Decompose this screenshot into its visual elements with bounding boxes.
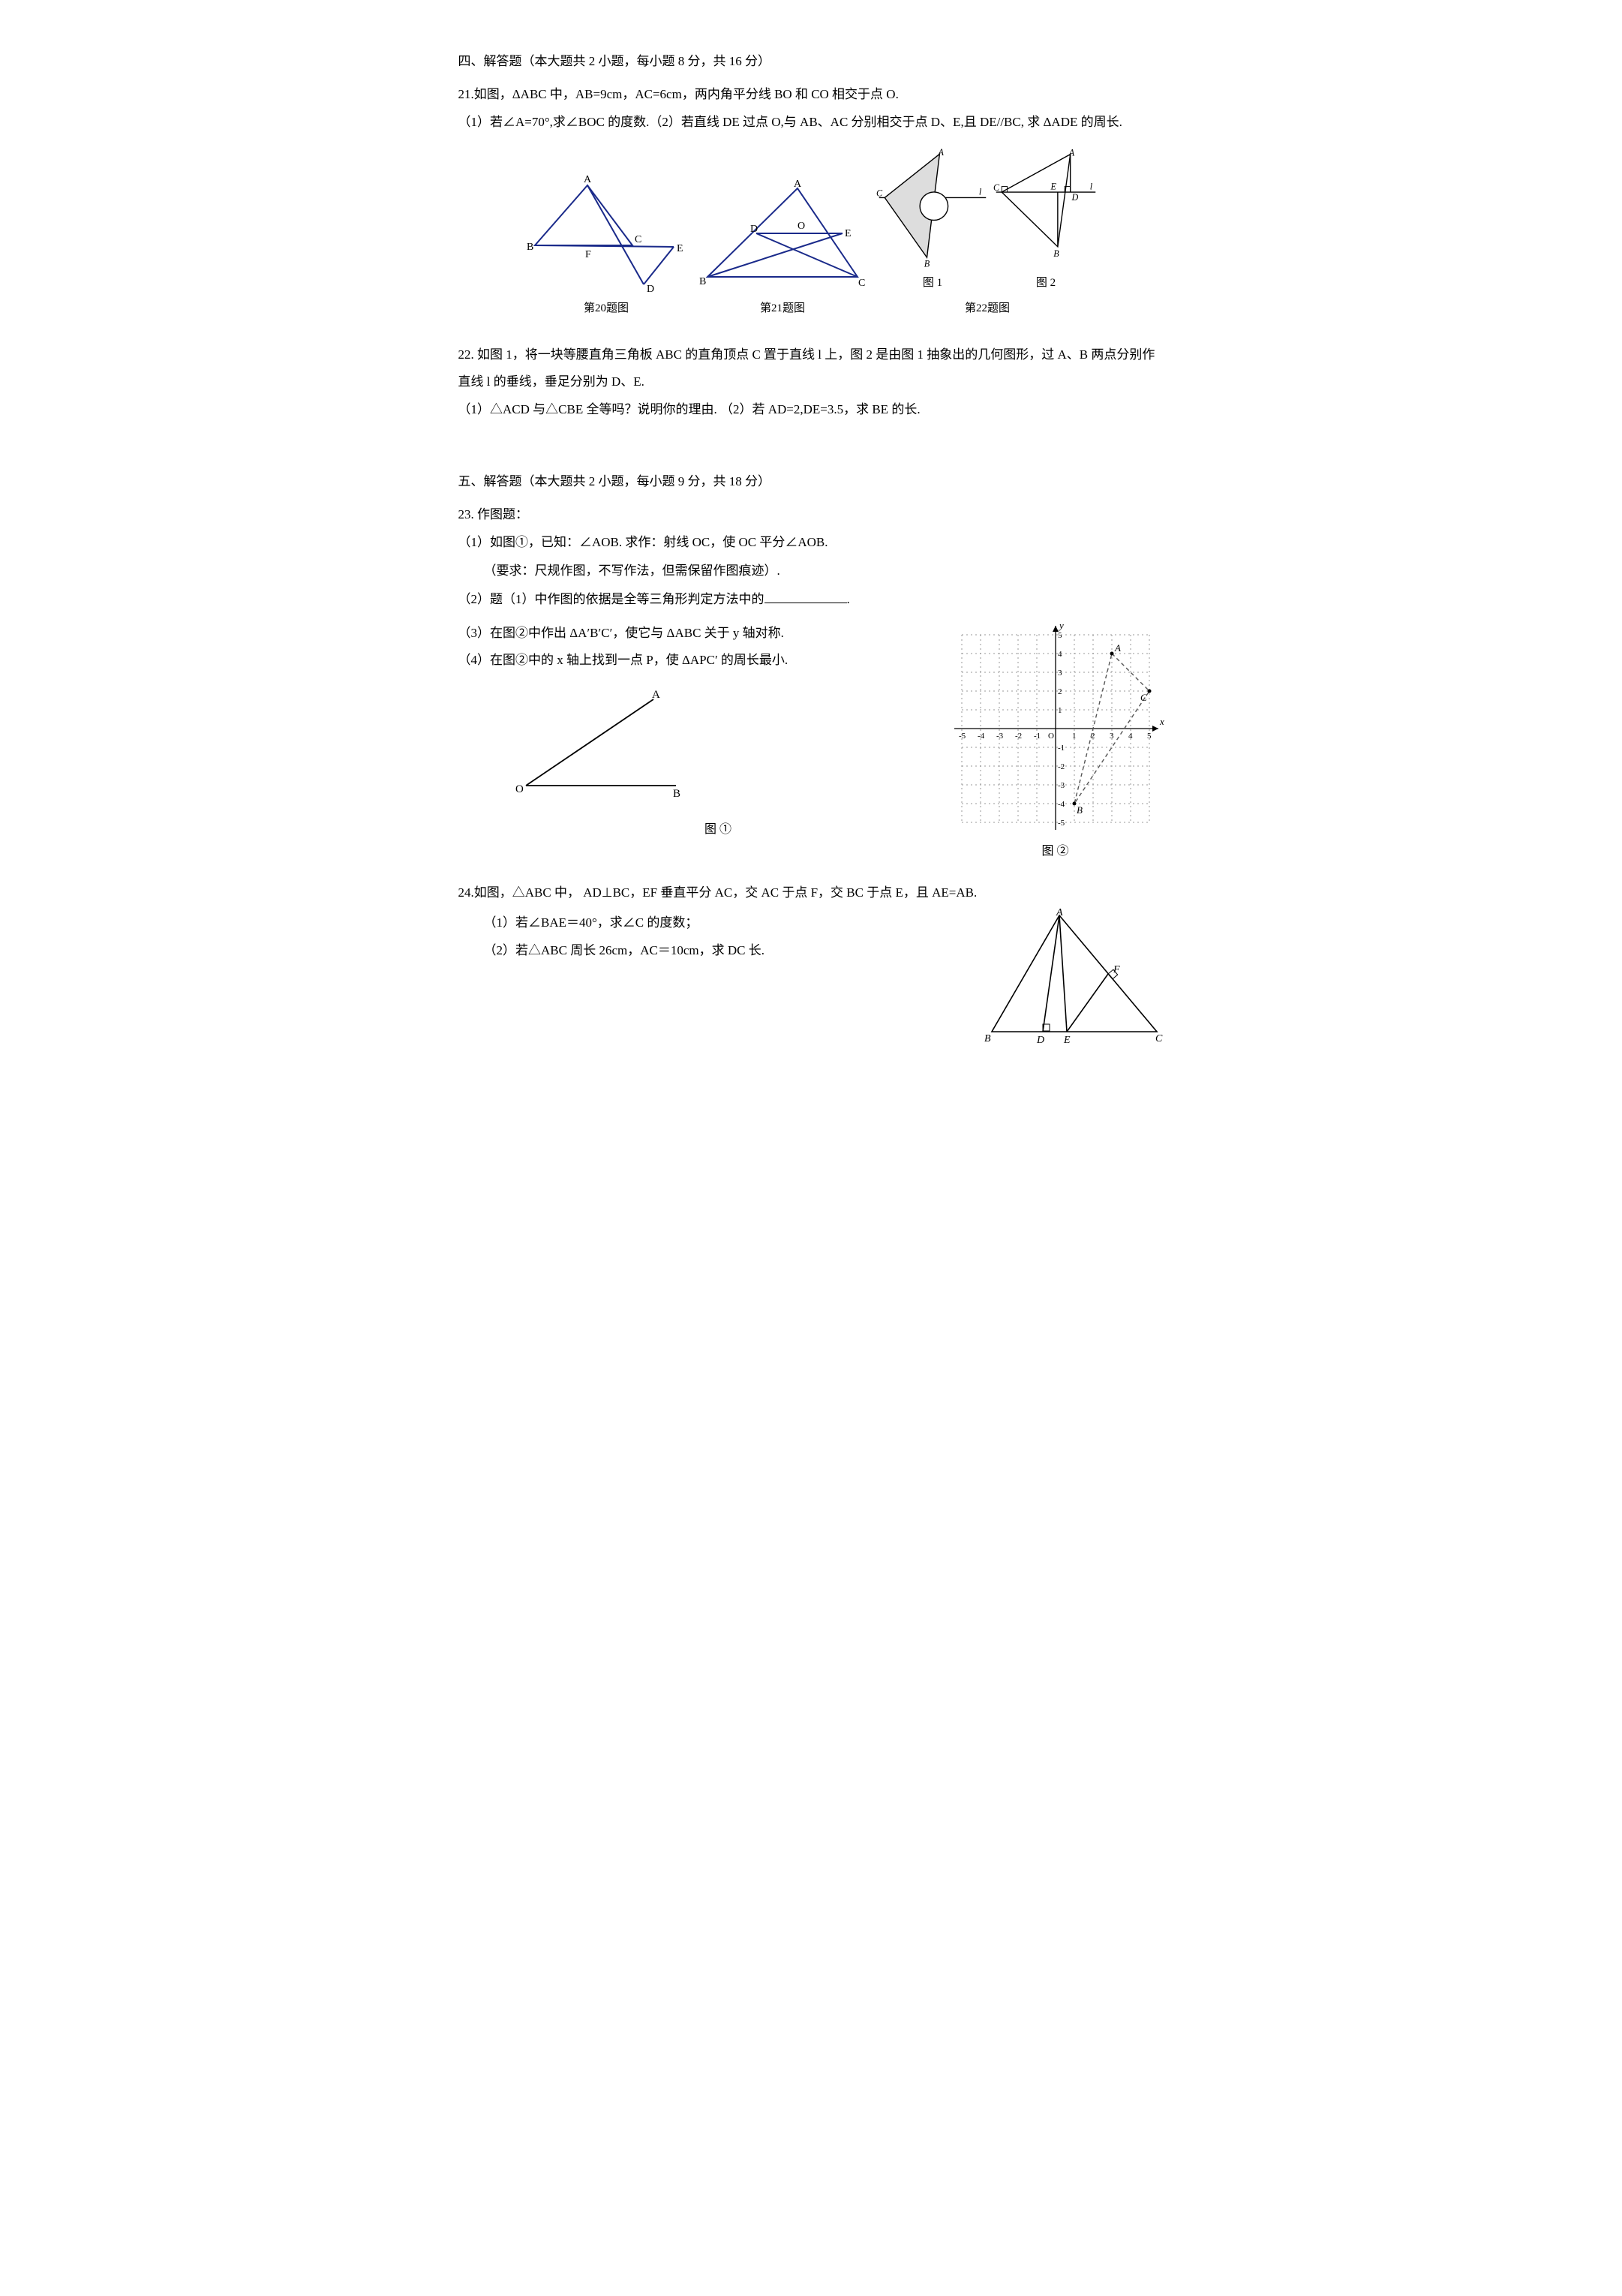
svg-text:F: F <box>1113 964 1120 975</box>
svg-text:A: A <box>652 689 660 701</box>
svg-text:A: A <box>1114 642 1121 654</box>
svg-text:1: 1 <box>1058 706 1062 715</box>
svg-text:l: l <box>1090 181 1093 191</box>
figure-20: A B C E F D 第20题图 <box>524 172 689 321</box>
problem-22: 22. 如图 1，将一块等腰直角三角板 ABC 的直角顶点 C 置于直线 l 上… <box>458 341 1164 423</box>
problem-23-blank <box>764 589 847 603</box>
svg-text:C: C <box>635 234 641 245</box>
svg-text:B: B <box>984 1033 991 1044</box>
section-4-heading: 四、解答题（本大题共 2 小题，每小题 8 分，共 16 分） <box>458 48 1164 75</box>
problem-23-s2-post: . <box>847 592 850 606</box>
figure-20-svg: A B C E F D <box>524 172 689 296</box>
problem-21: 21.如图，ΔABC 中，AB=9cm，AC=6cm，两内角平分线 BO 和 C… <box>458 81 1164 136</box>
svg-text:A: A <box>584 174 592 185</box>
figure-22-pair: l A C B 图 1 l <box>876 146 1098 320</box>
problem-23-s1: （1）如图①，已知：∠AOB. 求作：射线 OC，使 OC 平分∠AOB. <box>458 529 1164 556</box>
svg-text:B: B <box>1077 804 1083 816</box>
svg-text:5: 5 <box>1147 732 1152 741</box>
figure-22b-caption: 图 2 <box>993 272 1098 296</box>
svg-text:C: C <box>858 278 865 289</box>
problem-23-row: （3）在图②中作出 ΔA′B′C′，使它与 ΔABC 关于 y 轴对称. （4）… <box>458 620 1164 864</box>
svg-text:D: D <box>750 224 758 235</box>
svg-text:3: 3 <box>1058 669 1062 678</box>
figure-24-svg: A B C D E F <box>977 908 1164 1047</box>
figure-24: A B C D E F <box>977 908 1164 1047</box>
svg-text:E: E <box>1063 1035 1071 1046</box>
problem-23-s2-pre: （2）题（1）中作图的依据是全等三角形判定方法中的 <box>458 592 764 606</box>
svg-text:A: A <box>794 179 802 190</box>
problem-23-s4: （4）在图②中的 x 轴上找到一点 P，使 ΔAPC′ 的周长最小. <box>458 647 933 674</box>
problem-24-s1: （1）若∠BAE＝40°，求∠C 的度数； <box>458 909 962 936</box>
svg-text:-3: -3 <box>1058 781 1065 790</box>
figure-21-svg: A B C D E O <box>696 179 869 296</box>
svg-text:C: C <box>876 188 883 199</box>
svg-text:F: F <box>585 249 591 260</box>
svg-text:A: A <box>1056 908 1063 918</box>
figure-23b-caption: 图 ② <box>947 839 1164 864</box>
svg-text:D: D <box>647 284 654 295</box>
section-5-heading: 五、解答题（本大题共 2 小题，每小题 9 分，共 18 分） <box>458 468 1164 495</box>
svg-text:-2: -2 <box>1015 732 1022 741</box>
svg-text:l: l <box>979 187 982 197</box>
svg-text:5: 5 <box>1058 631 1062 640</box>
svg-text:C: C <box>993 182 1000 193</box>
svg-text:B: B <box>924 258 930 269</box>
svg-text:B: B <box>673 788 680 800</box>
svg-text:E: E <box>1050 181 1057 191</box>
figure-23b-grid-svg: x y -5-4-3 -2-1 O 123 45 543 21 -1-2-3 -… <box>947 620 1164 837</box>
svg-text:-1: -1 <box>1058 744 1065 753</box>
problem-23-title: 23. 作图题： <box>458 501 1164 528</box>
svg-text:D: D <box>1071 192 1079 203</box>
problem-24-stem: 24.如图，△ABC 中， AD⊥BC，EF 垂直平分 AC，交 AC 于点 F… <box>458 879 1164 906</box>
svg-text:-5: -5 <box>959 732 966 741</box>
figure-22-caption: 第22题图 <box>876 297 1098 321</box>
svg-text:3: 3 <box>1110 732 1114 741</box>
figure-21: A B C D E O 第21题图 <box>696 179 869 321</box>
svg-text:4: 4 <box>1058 650 1062 659</box>
svg-text:E: E <box>845 228 852 239</box>
svg-text:y: y <box>1058 620 1064 631</box>
problem-24: 24.如图，△ABC 中， AD⊥BC，EF 垂直平分 AC，交 AC 于点 F… <box>458 879 1164 1047</box>
svg-text:D: D <box>1036 1035 1044 1046</box>
figure-23a-caption: 图 ① <box>503 817 933 843</box>
problem-23-s3: （3）在图②中作出 ΔA′B′C′，使它与 ΔABC 关于 y 轴对称. <box>458 620 933 647</box>
figure-22a-svg: l A C B <box>876 146 989 270</box>
svg-text:-3: -3 <box>996 732 1004 741</box>
svg-text:B: B <box>699 276 706 287</box>
problem-22-stem: 22. 如图 1，将一块等腰直角三角板 ABC 的直角顶点 C 置于直线 l 上… <box>458 341 1164 395</box>
figure-23a-svg: A O B <box>503 684 691 816</box>
problem-23: 23. 作图题： （1）如图①，已知：∠AOB. 求作：射线 OC，使 OC 平… <box>458 501 1164 613</box>
svg-text:O: O <box>1048 732 1054 741</box>
svg-text:O: O <box>515 783 524 795</box>
svg-text:O: O <box>797 221 805 232</box>
problem-22-sub: （1）△ACD 与△CBE 全等吗？说明你的理由. （2）若 AD=2,DE=3… <box>458 396 1164 423</box>
svg-text:A: A <box>938 147 945 158</box>
svg-text:C: C <box>1140 692 1147 703</box>
svg-text:2: 2 <box>1058 687 1062 696</box>
svg-text:C: C <box>1155 1033 1163 1044</box>
figure-20-caption: 第20题图 <box>524 297 689 321</box>
figure-22a-caption: 图 1 <box>876 272 989 296</box>
problem-23-s1-note: （要求：尺规作图，不写作法，但需保留作图痕迹）. <box>458 557 1164 585</box>
problem-21-stem: 21.如图，ΔABC 中，AB=9cm，AC=6cm，两内角平分线 BO 和 C… <box>458 81 1164 108</box>
svg-text:-4: -4 <box>1058 800 1065 809</box>
svg-text:B: B <box>527 242 533 253</box>
figure-21-caption: 第21题图 <box>696 297 869 321</box>
figures-row-20-22: A B C E F D 第20题图 A B C D E O 第21题图 <box>458 146 1164 320</box>
svg-text:E: E <box>677 243 683 254</box>
svg-text:1: 1 <box>1072 732 1077 741</box>
svg-text:-2: -2 <box>1058 762 1065 771</box>
problem-21-sub: （1）若∠A=70°,求∠BOC 的度数.（2）若直线 DE 过点 O,与 AB… <box>458 109 1164 136</box>
svg-text:x: x <box>1159 716 1164 727</box>
svg-text:-4: -4 <box>978 732 985 741</box>
svg-text:-5: -5 <box>1058 819 1065 828</box>
figure-22b-svg: l A C B D E <box>993 146 1098 270</box>
problem-23-s2: （2）题（1）中作图的依据是全等三角形判定方法中的. <box>458 586 1164 613</box>
svg-text:A: A <box>1068 148 1075 158</box>
svg-text:4: 4 <box>1128 732 1133 741</box>
problem-24-s2: （2）若△ABC 周长 26cm，AC＝10cm，求 DC 长. <box>458 937 962 964</box>
svg-text:B: B <box>1053 248 1059 259</box>
svg-text:-1: -1 <box>1034 732 1041 741</box>
